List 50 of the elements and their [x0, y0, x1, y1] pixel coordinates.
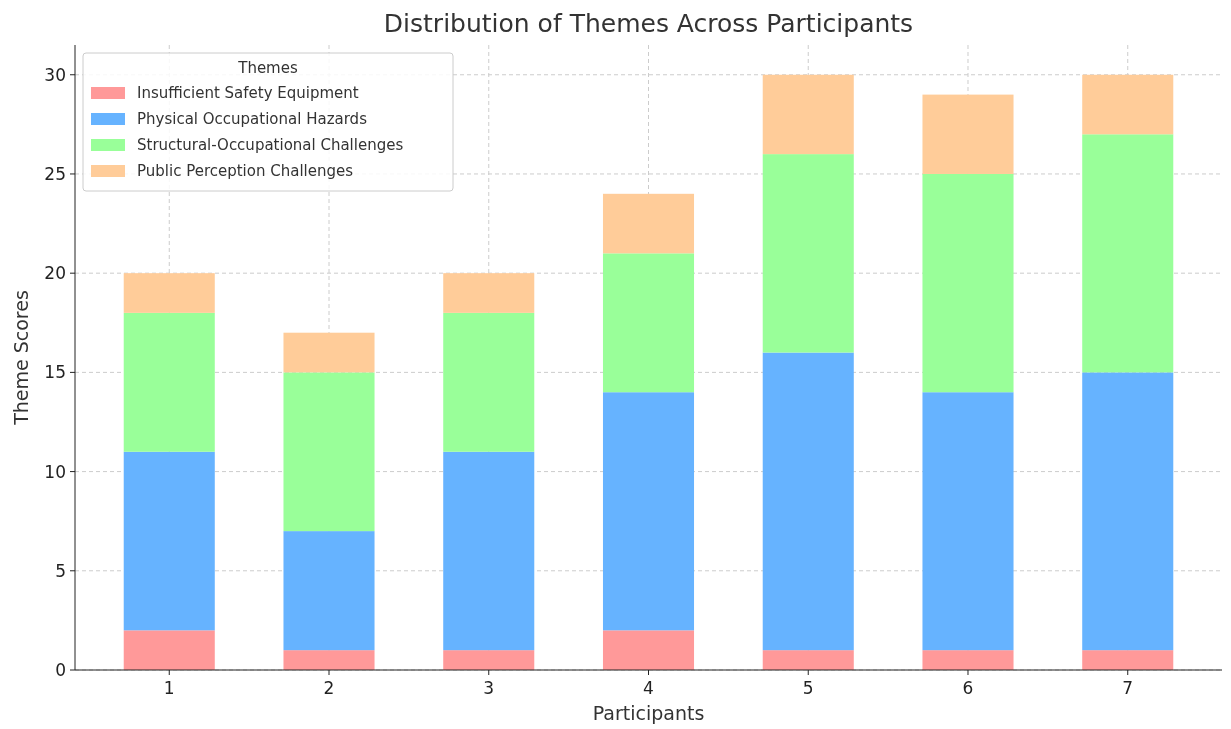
x-tick-label: 1	[163, 678, 175, 698]
bar	[762, 650, 854, 670]
legend-label: Physical Occupational Hazards	[137, 110, 368, 128]
x-tick-label: 7	[1122, 678, 1134, 698]
x-tick-label: 5	[802, 678, 814, 698]
x-tick-label: 6	[962, 678, 974, 698]
bar	[602, 193, 695, 254]
y-tick-label: 25	[44, 163, 66, 184]
bar	[602, 392, 695, 631]
x-tick-label: 4	[643, 678, 654, 698]
bar	[283, 332, 375, 373]
bar	[602, 630, 695, 670]
y-tick-label: 10	[44, 461, 66, 482]
bar	[922, 392, 1014, 651]
bar	[602, 253, 695, 393]
y-axis-title: Theme Scores	[10, 290, 32, 426]
bar	[123, 273, 215, 313]
bar	[1082, 74, 1174, 135]
y-tick-label: 5	[55, 560, 66, 581]
bar	[922, 94, 1014, 174]
bar	[443, 273, 535, 313]
x-tick-label: 3	[483, 678, 495, 698]
bar	[443, 312, 535, 452]
bar	[922, 173, 1014, 393]
chart-title: Distribution of Themes Across Participants	[383, 9, 914, 38]
bar	[443, 650, 535, 670]
bar	[123, 312, 215, 452]
y-tick-label: 30	[44, 64, 66, 85]
bar	[762, 74, 854, 155]
y-tick-label: 20	[44, 263, 66, 284]
x-axis-title: Participants	[592, 702, 705, 724]
bar	[762, 154, 854, 353]
x-tick-label: 2	[323, 678, 335, 698]
bar	[283, 531, 375, 651]
legend-label: Structural-Occupational Challenges	[137, 136, 404, 154]
bar	[1082, 372, 1174, 651]
legend-title: Themes	[237, 59, 298, 77]
legend-label: Public Perception Challenges	[137, 162, 354, 180]
bar	[283, 650, 375, 670]
y-tick-label: 15	[44, 362, 66, 383]
bar	[762, 352, 854, 651]
bar	[443, 451, 535, 651]
bar	[1082, 650, 1174, 670]
legend-label: Insufficient Safety Equipment	[137, 84, 359, 102]
bar	[123, 630, 215, 670]
bar	[922, 650, 1014, 670]
y-tick-label: 0	[55, 660, 66, 680]
bar	[1082, 134, 1174, 373]
bar	[283, 372, 375, 532]
bar	[123, 451, 215, 631]
